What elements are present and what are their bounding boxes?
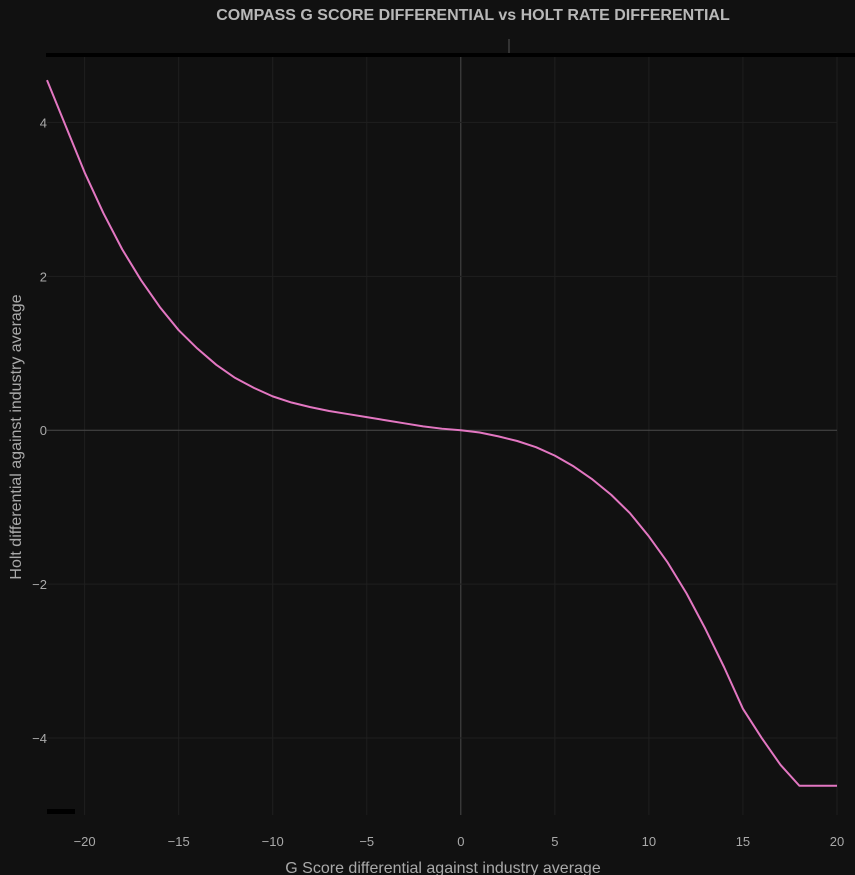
x-tick-label: −5 bbox=[359, 834, 374, 849]
x-tick-label: 10 bbox=[642, 834, 656, 849]
y-tick-label: 2 bbox=[40, 269, 47, 284]
y-axis-title: Holt differential against industry avera… bbox=[8, 294, 25, 579]
x-axis-title: G Score differential against industry av… bbox=[285, 860, 601, 875]
x-tick-label: 20 bbox=[830, 834, 844, 849]
x-tick-label: −10 bbox=[262, 834, 284, 849]
series-layer bbox=[46, 79, 837, 787]
x-tick-label: 15 bbox=[736, 834, 750, 849]
chart-title: COMPASS G SCORE DIFFERENTIAL vs HOLT RAT… bbox=[216, 7, 730, 24]
x-tick-label: 5 bbox=[551, 834, 558, 849]
grid-layer bbox=[47, 57, 838, 815]
x-tick-label: −20 bbox=[74, 834, 96, 849]
plot-area bbox=[47, 57, 837, 815]
x-tick-label: −15 bbox=[168, 834, 190, 849]
x-tick-label: 0 bbox=[457, 834, 464, 849]
series-line bbox=[46, 79, 837, 787]
y-tick-label: −2 bbox=[32, 577, 47, 592]
y-tick-label: 4 bbox=[40, 115, 47, 130]
y-tick-label: −4 bbox=[32, 731, 47, 746]
bottom-left-mark bbox=[47, 809, 75, 814]
y-tick-label: 0 bbox=[40, 423, 47, 438]
